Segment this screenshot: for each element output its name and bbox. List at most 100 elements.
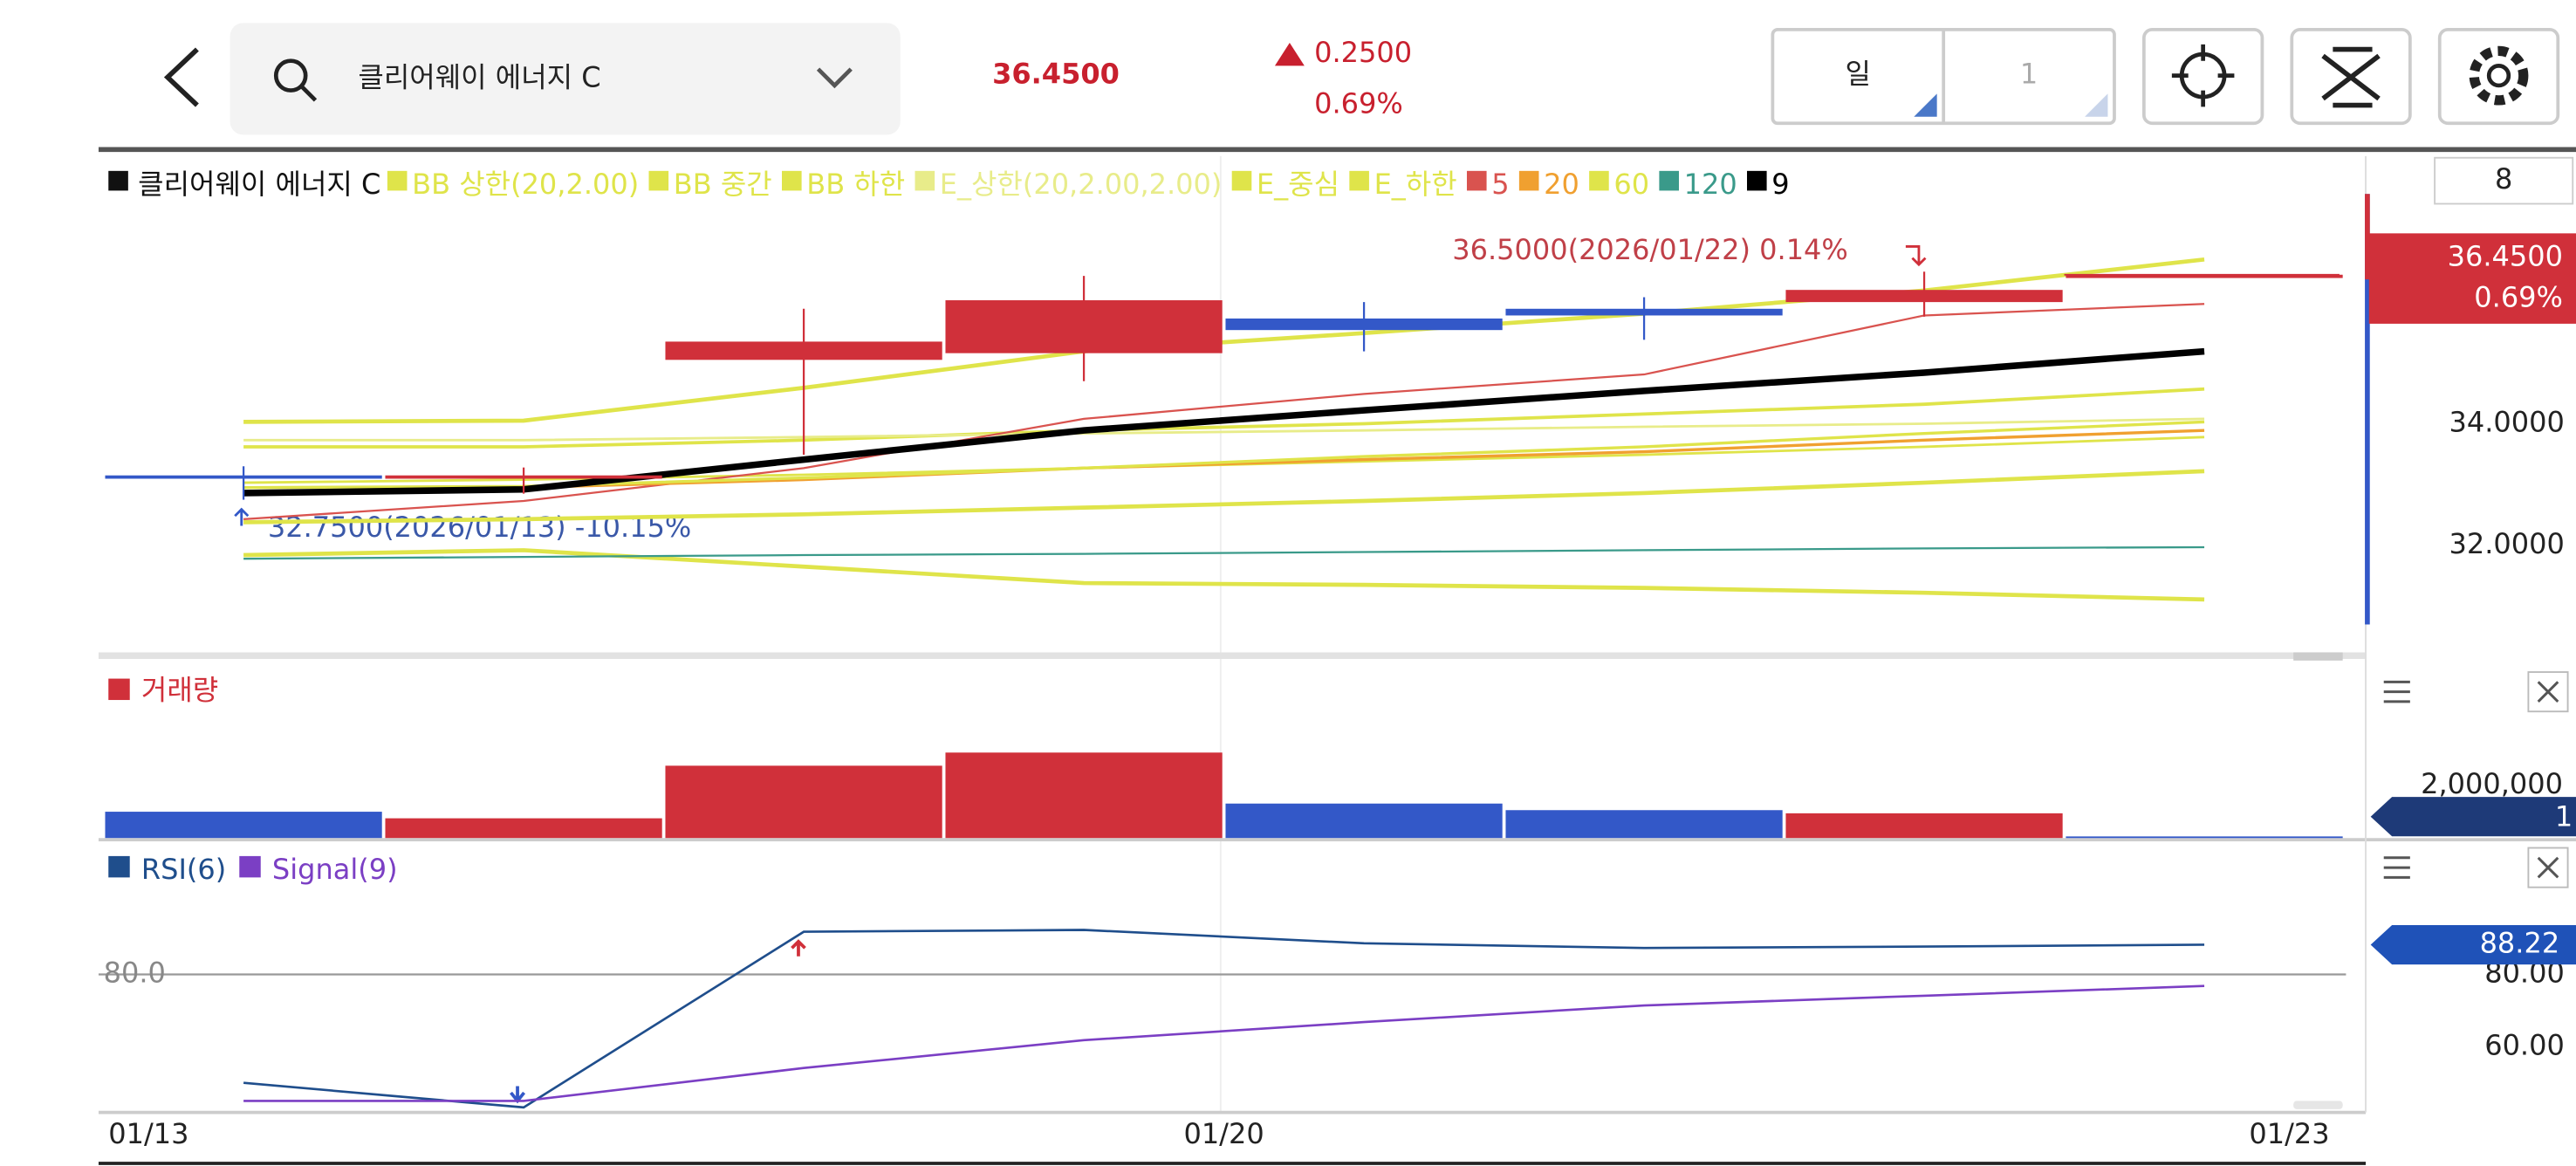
change: 0.2500 [1314, 36, 1412, 69]
x-tick-label: 01/13 [108, 1117, 188, 1150]
legend-swatch [1746, 170, 1767, 191]
candle-body [2066, 274, 2343, 278]
volume-title: 거래량 [141, 674, 218, 707]
legend-item: E_상한(20,2.00,2.00) [940, 168, 1223, 201]
x-tick-label: 01/20 [1183, 1117, 1264, 1150]
settings-icon [2486, 63, 2511, 88]
volume-bar [385, 818, 662, 839]
x-tick-label: 01/23 [2249, 1117, 2329, 1150]
legend-swatch [1231, 170, 1252, 191]
dropdown[interactable] [816, 67, 853, 89]
settings-icon [2469, 45, 2529, 106]
signal-arrow [791, 939, 806, 957]
candle-body [385, 475, 662, 479]
price-tag [2368, 233, 2576, 324]
stock-name: 클리어웨이 에너지 C [358, 60, 600, 93]
draw-icon [2321, 46, 2381, 108]
legend-swatch [239, 855, 261, 878]
legend-swatch [782, 170, 802, 191]
volume-bar [2066, 836, 2343, 839]
period[interactable]: 일 [1846, 58, 1871, 91]
legend-swatch [1659, 170, 1679, 191]
overlay-line [243, 548, 2205, 602]
legend-swatch [915, 170, 935, 191]
legend-item: 60 [1613, 168, 1649, 201]
search-icon [273, 58, 308, 93]
change-pct: 0.69% [1314, 87, 1403, 120]
close-icon [2537, 681, 2559, 703]
rsi-tag-text: 88.22 [2480, 927, 2560, 960]
legend-item: 9 [1771, 168, 1789, 201]
legend-item: BB 상한(20,2.00) [412, 168, 639, 201]
panel-controls [2383, 671, 2569, 888]
legend-swatch [108, 678, 130, 701]
y-tick-label: 34.0000 [2449, 405, 2564, 438]
legend-item: 120 [1684, 168, 1737, 201]
corner-box[interactable] [2434, 156, 2574, 205]
crosshair-button[interactable] [2141, 28, 2264, 126]
legend-item: E_하한 [1374, 168, 1457, 201]
up-arrow [1274, 42, 1305, 66]
period-count[interactable]: 1 [2020, 58, 2038, 91]
price-tag-text: 0.69% [2474, 281, 2563, 314]
legend-item: 클리어웨이 에너지 C [138, 168, 380, 201]
max-annotation: 36.5000(2026/01/22) 0.14% [1452, 233, 1848, 266]
legend-swatch [108, 170, 128, 191]
y-tick-label: 32.0000 [2449, 527, 2564, 560]
legend-item: 20 [1544, 168, 1579, 201]
min-arrow [234, 507, 250, 526]
corner-box-text: 8 [2495, 162, 2512, 195]
legend-item: BB 하한 [806, 168, 905, 201]
rsi-tag [2370, 924, 2576, 965]
menu-icon[interactable] [2383, 680, 2410, 879]
price: 36.4500 [992, 58, 1120, 91]
volume-bar [1225, 803, 1503, 839]
candle-body [105, 475, 382, 479]
volume-bar [665, 765, 942, 839]
price-tag-text: 36.4500 [2448, 240, 2563, 273]
legend-item: 5 [1491, 168, 1509, 201]
overlay-line [243, 417, 2205, 442]
volume-bar [105, 812, 382, 839]
legend-swatch [1349, 170, 1369, 191]
legend-item: RSI(6) [141, 853, 226, 886]
legend-swatch [648, 170, 669, 191]
candle-body [945, 300, 1223, 353]
overlay-line [243, 387, 2205, 449]
legend-item: Signal(9) [272, 853, 398, 886]
legend-item: E_중심 [1257, 168, 1339, 201]
rsi-line [243, 929, 2205, 1109]
rsi-line [243, 984, 2205, 1102]
settings-button[interactable] [2437, 28, 2560, 126]
candle-body [665, 341, 942, 360]
scroll-handle[interactable] [2293, 1101, 2343, 1109]
legend-swatch [387, 170, 408, 191]
y-tick-label: 2,000,000 [2421, 767, 2563, 800]
overlay-line [243, 303, 2205, 521]
candle-body [1225, 318, 1503, 331]
close-icon [2537, 856, 2559, 879]
overlay-line [243, 545, 2205, 560]
legend-swatch [1518, 170, 1539, 191]
legend-swatch [108, 855, 130, 878]
legend-swatch [1589, 170, 1609, 191]
y-tick-label: 60.00 [2484, 1028, 2565, 1061]
reference-label: 80.0 [104, 956, 166, 989]
max-arrow [1905, 245, 1927, 267]
search-box[interactable] [230, 23, 901, 135]
back-button[interactable] [163, 47, 199, 107]
volume-bar [1505, 810, 1783, 839]
overlay-line [243, 469, 2205, 525]
legend-swatch [1466, 170, 1487, 191]
candle-body [1785, 290, 2063, 303]
scroll-handle[interactable] [2293, 652, 2343, 661]
overlay-line [243, 347, 2205, 497]
legend-item: BB 중간 [674, 168, 772, 201]
volume-tag-text: 1 [2555, 800, 2573, 833]
crosshair-icon [2171, 44, 2235, 107]
candle-body [1505, 308, 1783, 316]
volume-tag [2370, 797, 2576, 837]
volume-bar [1785, 813, 2063, 839]
